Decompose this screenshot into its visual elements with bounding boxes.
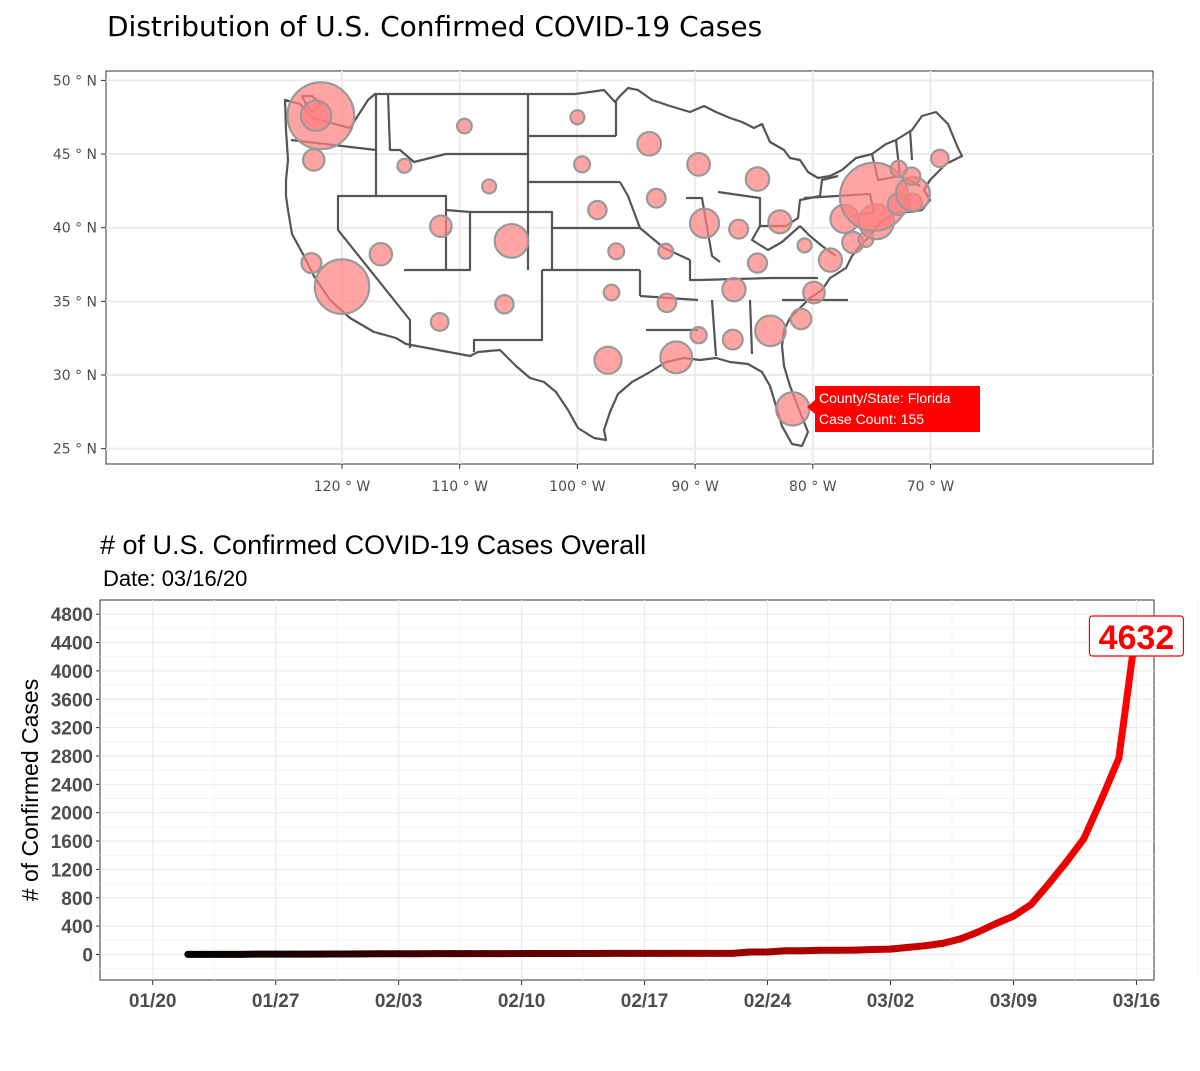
map-bubble-point <box>573 155 592 174</box>
map-bubble-point <box>429 312 450 332</box>
line-y-tick-label: 3600 <box>51 690 93 711</box>
map-bubble-point <box>636 130 663 157</box>
map-bubble-point <box>659 340 694 375</box>
line-x-tick-label: 02/24 <box>744 991 792 1012</box>
map-bubble-point <box>796 237 813 254</box>
line-end-label: 4632 <box>1088 615 1185 657</box>
line-y-tick-label: 2800 <box>51 747 93 768</box>
map-bubble-point <box>494 294 515 315</box>
map-bubble-point <box>569 109 586 126</box>
map-bubble-point <box>481 178 498 195</box>
line-series-segment <box>1097 754 1123 804</box>
map-bubble-point <box>313 258 371 315</box>
line-x-tick-label: 02/17 <box>621 991 669 1012</box>
covid-bubble-map: 120 ° W 110 ° W 100 ° W 90 ° W 80 ° W 70 ° W 2… <box>53 70 1154 495</box>
map-bubble-point <box>767 209 793 235</box>
map-bubble-point <box>368 241 394 267</box>
line-y-tick-label: 4000 <box>51 662 93 683</box>
line-x-tick-label: 03/16 <box>1113 991 1161 1012</box>
map-bubble-point <box>455 117 473 135</box>
line-y-tick-label: 4400 <box>51 634 93 655</box>
line-y-axis-label: # of Confirmed Cases <box>17 679 43 901</box>
map-axes: 120 ° W 110 ° W 100 ° W 90 ° W 80 ° W 70 ° W 2… <box>53 73 955 495</box>
line-y-tick-label: 3200 <box>51 719 93 740</box>
map-x-tick-label: 90 ° W <box>671 479 719 495</box>
line-x-tick-label: 02/10 <box>498 991 546 1012</box>
map-bubble-point <box>656 292 678 314</box>
map-bubble-point <box>493 223 530 259</box>
map-x-tick-label: 120 ° W <box>314 479 371 495</box>
tooltip-box <box>815 386 980 432</box>
end-value-label-box <box>1088 615 1185 657</box>
line-y-tick-label: 400 <box>61 917 93 938</box>
map-y-tick-label: 40 ° N <box>53 221 97 237</box>
map-bubble-point <box>686 151 712 177</box>
map-y-tick-label: 35 ° N <box>53 294 97 310</box>
map-y-tick-label: 45 ° N <box>53 147 97 163</box>
line-y-tick-label: 1200 <box>51 860 93 881</box>
map-x-tick-label: 80 ° W <box>789 479 837 495</box>
map-bubbles <box>286 81 950 427</box>
map-y-tick-label: 25 ° N <box>53 442 97 458</box>
line-x-tick-label: 01/20 <box>129 991 177 1012</box>
line-chart-title: # of U.S. Confirmed COVID-19 Cases Overa… <box>100 530 647 560</box>
map-bubble-point <box>396 157 413 174</box>
map-bubble-point <box>721 328 744 351</box>
map-bubble-point <box>429 214 453 239</box>
line-y-tick-label: 2400 <box>51 775 93 796</box>
line-x-tick-label: 03/09 <box>990 991 1038 1012</box>
map-bubble-point <box>817 247 844 273</box>
line-chart-subtitle: Date: 03/16/20 <box>103 566 248 591</box>
tooltip-pointer <box>807 400 815 414</box>
map-bubble-point <box>754 314 787 348</box>
map-y-tick-label: 30 ° N <box>53 368 97 384</box>
line-series-segment <box>1045 858 1070 888</box>
map-x-tick-label: 70 ° W <box>907 479 955 495</box>
tooltip-line-1: County/State: Florida <box>819 390 951 406</box>
map-bubble-point <box>721 276 747 303</box>
map-tooltip: County/State: Florida Case Count: 155 <box>807 386 980 432</box>
map-bubble-point <box>602 283 621 302</box>
tooltip-line-2: Case Count: 155 <box>819 411 924 427</box>
map-bubble-point <box>301 148 326 172</box>
map-x-tick-label: 110 ° W <box>431 479 488 495</box>
map-bubble-point <box>930 148 950 169</box>
line-x-tick-label: 03/02 <box>867 991 915 1012</box>
line-y-tick-label: 0 <box>82 945 93 966</box>
map-bubble-point <box>607 242 626 261</box>
map-bubble-point <box>789 307 813 331</box>
line-series-segment <box>1080 796 1105 843</box>
line-y-tick-label: 800 <box>61 889 93 910</box>
line-y-tick-label: 2000 <box>51 804 93 825</box>
map-bubble-point <box>689 326 708 345</box>
map-bubble-point <box>688 207 721 239</box>
map-bubble-point <box>901 166 922 186</box>
map-y-tick-label: 50 ° N <box>53 73 97 89</box>
line-series-segment <box>1027 880 1053 909</box>
map-bubble-point <box>300 251 323 275</box>
end-value-label: 4632 <box>1099 619 1175 657</box>
line-x-tick-label: 01/27 <box>252 991 300 1012</box>
map-bubble-point <box>657 242 675 260</box>
line-axes: 0 400 800 1200 1600 2000 2400 2800 3200 3600 4000 4… <box>17 605 1160 1012</box>
map-chart-title: Distribution of U.S. Confirmed COVID-19 … <box>107 10 763 43</box>
map-bubble-point <box>728 218 750 240</box>
line-series-segment <box>1062 835 1088 866</box>
line-y-tick-label: 1600 <box>51 832 93 853</box>
map-bubble-point <box>744 166 771 192</box>
map-bubble-point <box>802 280 826 305</box>
line-x-tick-label: 02/03 <box>375 991 423 1012</box>
map-bubble-point <box>645 187 667 209</box>
line-series-segment <box>1009 901 1035 920</box>
map-bubble-point <box>587 199 608 221</box>
line-y-tick-label: 4800 <box>51 605 93 626</box>
line-gridlines <box>90 600 1199 980</box>
map-x-tick-label: 100 ° W <box>549 479 606 495</box>
line-series <box>184 622 1140 958</box>
map-bubble-point <box>299 99 333 133</box>
map-bubble-point <box>746 252 769 274</box>
map-bubble-point <box>593 345 623 375</box>
